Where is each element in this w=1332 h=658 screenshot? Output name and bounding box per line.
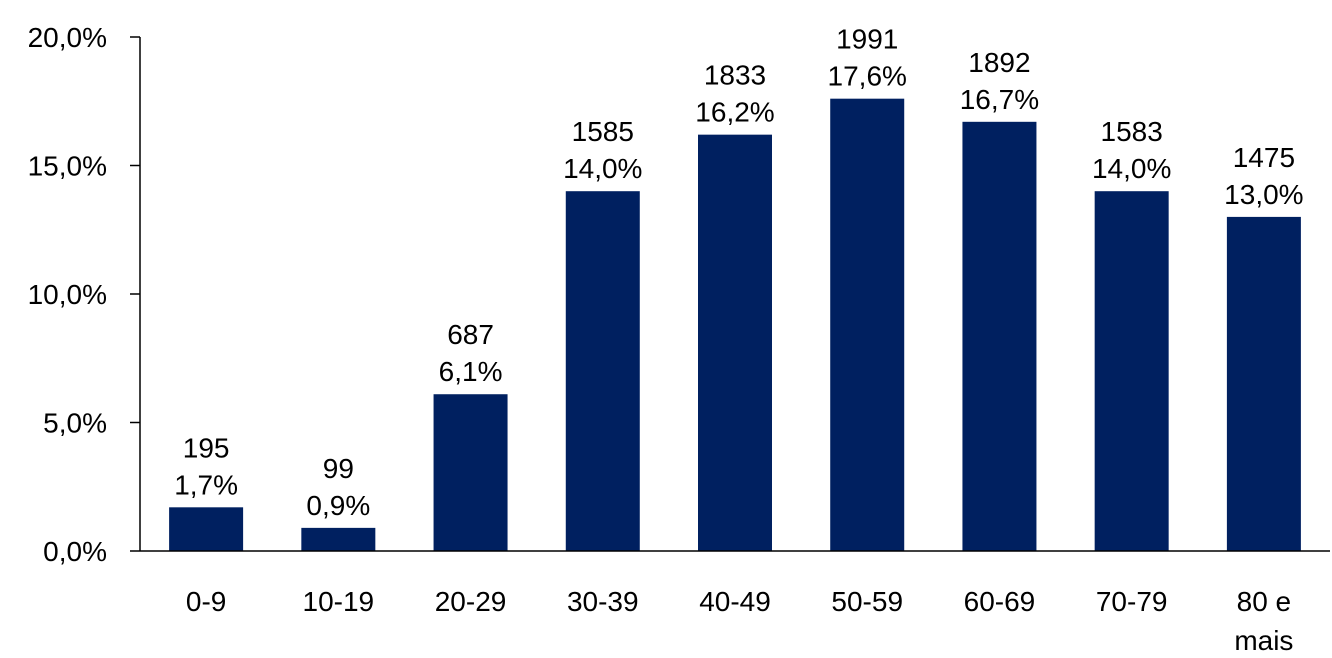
x-category-label: 30-39 xyxy=(567,586,639,617)
bar-percent-label: 1,7% xyxy=(174,469,238,500)
bar-percent-label: 6,1% xyxy=(439,356,503,387)
bar-60-69 xyxy=(962,121,1037,551)
x-category-label: 60-69 xyxy=(964,586,1036,617)
bar-percent-label: 13,0% xyxy=(1224,179,1303,210)
bar-percent-label: 14,0% xyxy=(563,153,642,184)
bar-percent-label: 16,2% xyxy=(695,97,774,128)
bar-percent-label: 0,9% xyxy=(306,490,370,521)
y-tick-label: 10,0% xyxy=(28,279,107,310)
y-tick-label: 20,0% xyxy=(28,22,107,53)
bar-70-79 xyxy=(1094,191,1169,551)
y-tick-label: 0,0% xyxy=(43,536,107,567)
bar-40-49 xyxy=(698,134,772,551)
bar-count-label: 1991 xyxy=(836,24,898,55)
bar-0-9 xyxy=(169,507,244,551)
x-category-label: 0-9 xyxy=(186,586,226,617)
x-axis-categories: 0-9 10-19 20-29 30-39 40-49 50-59 60-69 70-79 80… xyxy=(186,586,1294,656)
bar-percent-label: 17,6% xyxy=(828,61,907,92)
bar-count-label: 1892 xyxy=(968,47,1030,78)
bar-30-39 xyxy=(565,191,640,551)
bar-50-59 xyxy=(830,98,905,552)
data-labels: 195 1,7% 99 0,9% 687 6,1% 1585 14,0% 1833 16,2% 19… xyxy=(174,24,1303,521)
bars xyxy=(169,98,1301,552)
bar-count-label: 195 xyxy=(183,432,230,463)
bar-count-label: 1583 xyxy=(1101,116,1163,147)
y-axis-ticks: 0,0% 5,0% 10,0% 15,0% 20,0% xyxy=(28,22,140,567)
y-tick-label: 15,0% xyxy=(28,151,107,182)
bar-count-label: 99 xyxy=(323,453,354,484)
bar-count-label: 687 xyxy=(447,319,494,350)
bar-80-e-mais xyxy=(1226,216,1301,551)
bar-10-19 xyxy=(301,527,376,551)
bar-20-29 xyxy=(433,394,508,551)
x-category-label: 50-59 xyxy=(831,586,903,617)
x-category-label: 70-79 xyxy=(1096,586,1168,617)
bar-count-label: 1833 xyxy=(704,60,766,91)
x-category-label: 20-29 xyxy=(435,586,507,617)
bar-percent-label: 16,7% xyxy=(960,84,1039,115)
bar-count-label: 1585 xyxy=(572,116,634,147)
bar-count-label: 1475 xyxy=(1233,142,1295,173)
x-category-label: 40-49 xyxy=(699,586,771,617)
y-tick-label: 5,0% xyxy=(43,408,107,439)
x-category-label: 10-19 xyxy=(303,586,375,617)
bar-percent-label: 14,0% xyxy=(1092,153,1171,184)
x-category-label: 80 e mais xyxy=(1234,586,1293,656)
